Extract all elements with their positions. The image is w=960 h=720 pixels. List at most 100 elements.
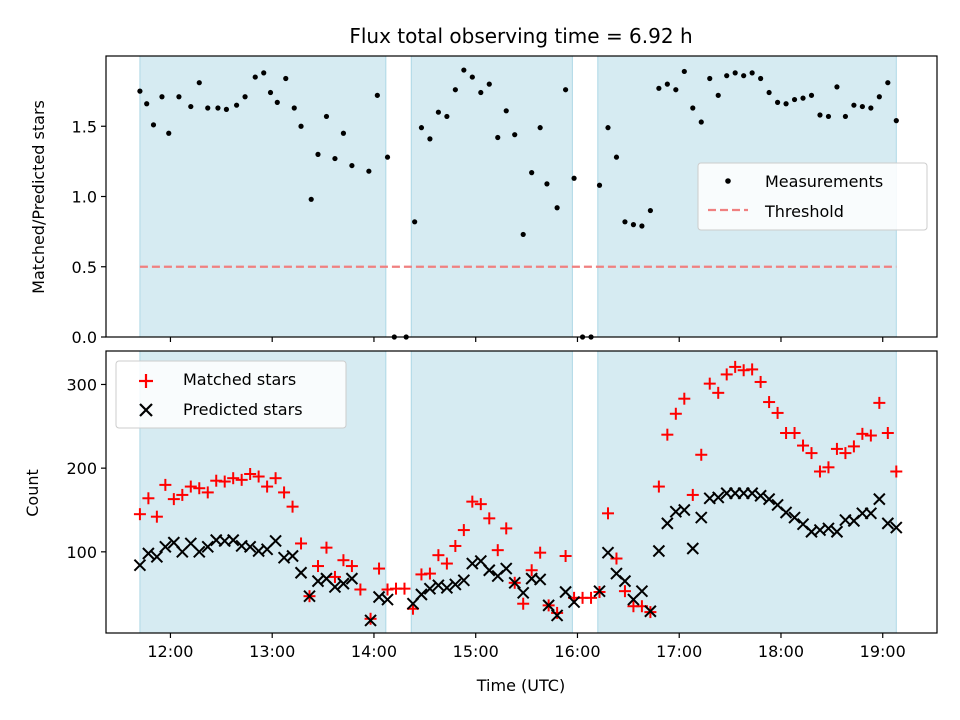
predicted-star-point <box>686 542 699 555</box>
measurement-point <box>613 154 620 160</box>
matched-star-point <box>278 486 291 499</box>
measurement-point <box>469 74 475 80</box>
measurement-point <box>176 94 182 100</box>
predicted-star-point <box>415 588 428 601</box>
matched-star-point <box>517 597 530 610</box>
top-interval-2 <box>410 55 573 338</box>
matched-star-point <box>585 591 598 604</box>
matched-star-point <box>286 500 299 513</box>
matched-star-point <box>551 606 564 619</box>
predicted-star-point <box>762 492 776 506</box>
measurement-point <box>478 89 484 96</box>
matched-star-point <box>345 560 358 573</box>
matched-star-point <box>176 488 189 501</box>
predicted-star-point <box>652 544 666 558</box>
measurement-point <box>647 207 653 214</box>
bottom-panel: 100 200 300 12:00 13:00 14:00 15:00 16:00 17:00… <box>23 350 938 695</box>
measurement-point <box>664 81 670 87</box>
predicted-star-point <box>381 593 394 606</box>
measurement-point <box>681 68 687 75</box>
predicted-star-point <box>294 566 308 579</box>
predicted-star-point <box>337 577 350 590</box>
predicted-star-point <box>423 582 437 595</box>
predicted-star-point <box>440 581 454 595</box>
matched-star-point <box>269 472 282 485</box>
bottom-interval-2 <box>410 350 573 634</box>
matched-star-point <box>788 427 801 440</box>
bottom-x-tick-label: 17:00 <box>656 642 702 661</box>
matched-star-point <box>227 472 240 485</box>
legend-measurements-marker <box>725 178 731 184</box>
predicted-star-point <box>483 564 496 577</box>
matched-star-point <box>364 612 377 625</box>
matched-star-point <box>856 427 869 440</box>
predicted-star-point <box>618 574 632 588</box>
matched-star-point <box>328 570 341 583</box>
measurement-point <box>562 87 569 93</box>
matched-star-point <box>830 442 843 455</box>
predicted-star-point <box>864 507 878 520</box>
matched-star-point <box>142 492 155 505</box>
measurement-point <box>596 182 603 188</box>
measurement-point <box>537 125 543 131</box>
predicted-star-point <box>226 533 240 547</box>
bottom-x-tick-label: 14:00 <box>351 642 397 661</box>
predicted-star-point <box>345 572 359 585</box>
matched-star-point <box>847 440 860 453</box>
measurement-point <box>137 88 143 94</box>
measurement-point <box>503 108 509 114</box>
predicted-star-point <box>661 517 674 530</box>
matched-star-point <box>618 585 631 598</box>
measurement-point <box>673 87 679 93</box>
matched-star-point <box>466 495 479 508</box>
matched-star-point <box>695 448 708 461</box>
predicted-star-point <box>508 576 521 589</box>
predicted-star-point <box>457 574 471 587</box>
bottom-y-tick-label: 200 <box>66 459 97 478</box>
matched-star-point <box>746 363 759 376</box>
measurement-point <box>418 125 425 131</box>
matched-star-point <box>491 544 504 557</box>
matched-star-point <box>712 386 725 399</box>
matched-star-point <box>432 549 445 562</box>
bottom-x-tick-label: 15:00 <box>453 642 499 661</box>
bottom-x-tick-label: 19:00 <box>860 642 906 661</box>
predicted-star-point <box>601 546 615 559</box>
bottom-x-tick-label: 18:00 <box>758 642 804 661</box>
matched-star-point <box>500 522 513 535</box>
measurement-point <box>554 205 560 211</box>
measurement-point <box>267 89 274 96</box>
measurement-point <box>323 113 330 120</box>
predicted-star-point <box>533 573 547 586</box>
legend-matched-label: Matched stars <box>183 370 296 389</box>
measurement-point <box>851 102 857 108</box>
predicted-star-point <box>516 586 530 600</box>
measurement-point <box>571 175 577 181</box>
predicted-star-point <box>644 605 657 618</box>
predicted-star-point <box>881 517 895 530</box>
top-legend-frame <box>697 162 928 231</box>
measurement-point <box>205 105 211 111</box>
predicted-star-point <box>142 547 155 560</box>
matched-star-point <box>457 524 470 537</box>
bottom-legend-frame <box>115 360 347 429</box>
top-plot-frame <box>105 55 938 338</box>
measurement-point <box>166 130 172 136</box>
matched-star-point <box>337 554 350 567</box>
predicted-star-point <box>133 559 147 572</box>
matched-star-point <box>559 550 572 563</box>
predicted-star-point <box>788 511 801 524</box>
legend-predicted-label: Predicted stars <box>183 400 303 419</box>
measurement-point <box>715 92 721 98</box>
top-y-ticks: 0.0 0.5 1.0 1.5 <box>72 117 106 347</box>
matched-star-point <box>244 468 257 481</box>
matched-star-point <box>873 396 886 409</box>
measurement-point <box>340 130 347 136</box>
measurement-point <box>758 75 764 82</box>
matched-star-point <box>261 480 274 493</box>
legend-measurements-label: Measurements <box>765 172 883 191</box>
measurement-point <box>544 181 550 187</box>
legend-predicted-marker <box>139 403 153 417</box>
measurement-point <box>690 105 696 111</box>
